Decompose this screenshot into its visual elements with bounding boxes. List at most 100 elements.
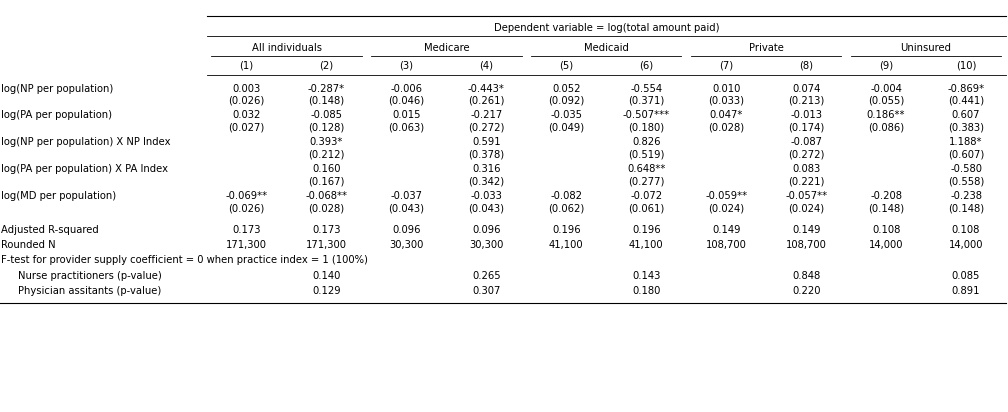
Text: 0.196: 0.196 — [632, 225, 660, 235]
Text: (0.213): (0.213) — [788, 96, 825, 106]
Text: -0.208: -0.208 — [870, 191, 902, 201]
Text: (0.043): (0.043) — [469, 203, 504, 213]
Text: 0.085: 0.085 — [952, 271, 980, 281]
Text: -0.082: -0.082 — [550, 191, 583, 201]
Text: -0.087: -0.087 — [790, 137, 823, 147]
Text: (10): (10) — [956, 61, 976, 71]
Text: Dependent variable = log(total amount paid): Dependent variable = log(total amount pa… — [494, 23, 719, 33]
Text: 0.129: 0.129 — [312, 286, 341, 296]
Text: 0.108: 0.108 — [952, 225, 980, 235]
Text: (0.086): (0.086) — [868, 123, 904, 133]
Text: log(MD per population): log(MD per population) — [1, 191, 116, 201]
Text: 14,000: 14,000 — [869, 240, 903, 250]
Text: (0.212): (0.212) — [308, 150, 345, 159]
Text: -0.580: -0.580 — [950, 164, 982, 174]
Text: (0.342): (0.342) — [469, 176, 504, 186]
Text: -0.033: -0.033 — [471, 191, 502, 201]
Text: (0.043): (0.043) — [388, 203, 424, 213]
Text: 0.591: 0.591 — [472, 137, 501, 147]
Text: 0.096: 0.096 — [392, 225, 420, 235]
Text: Private: Private — [749, 43, 783, 53]
Text: 0.010: 0.010 — [712, 84, 741, 94]
Text: 0.047*: 0.047* — [710, 110, 743, 120]
Text: 30,300: 30,300 — [389, 240, 423, 250]
Text: (0.607): (0.607) — [948, 150, 984, 159]
Text: (2): (2) — [320, 61, 334, 71]
Text: 14,000: 14,000 — [949, 240, 983, 250]
Text: -0.035: -0.035 — [550, 110, 583, 120]
Text: -0.443*: -0.443* — [468, 84, 505, 94]
Text: -0.085: -0.085 — [310, 110, 343, 120]
Text: 0.032: 0.032 — [233, 110, 261, 120]
Text: 0.149: 0.149 — [792, 225, 821, 235]
Text: (0.148): (0.148) — [868, 203, 904, 213]
Text: (0.028): (0.028) — [709, 123, 744, 133]
Text: log(NP per population): log(NP per population) — [1, 84, 113, 94]
Text: -0.013: -0.013 — [790, 110, 823, 120]
Text: (0.033): (0.033) — [709, 96, 744, 106]
Text: 1.188*: 1.188* — [950, 137, 983, 147]
Text: (0.174): (0.174) — [788, 123, 825, 133]
Text: 0.891: 0.891 — [952, 286, 980, 296]
Text: 0.173: 0.173 — [312, 225, 341, 235]
Text: (0.272): (0.272) — [788, 150, 825, 159]
Text: 0.826: 0.826 — [632, 137, 660, 147]
Text: 0.180: 0.180 — [632, 286, 660, 296]
Text: -0.059**: -0.059** — [706, 191, 747, 201]
Text: -0.072: -0.072 — [630, 191, 662, 201]
Text: 0.143: 0.143 — [632, 271, 660, 281]
Text: 0.015: 0.015 — [392, 110, 420, 120]
Text: 108,700: 108,700 — [785, 240, 827, 250]
Text: 0.196: 0.196 — [552, 225, 581, 235]
Text: -0.006: -0.006 — [390, 84, 422, 94]
Text: (0.180): (0.180) — [628, 123, 664, 133]
Text: (0.277): (0.277) — [628, 176, 664, 186]
Text: 0.160: 0.160 — [312, 164, 341, 174]
Text: (0.026): (0.026) — [229, 203, 265, 213]
Text: log(PA per population) X PA Index: log(PA per population) X PA Index — [1, 164, 168, 174]
Text: 0.052: 0.052 — [552, 84, 581, 94]
Text: (0.061): (0.061) — [628, 203, 664, 213]
Text: -0.507***: -0.507*** — [623, 110, 670, 120]
Text: (5): (5) — [559, 61, 574, 71]
Text: (0.028): (0.028) — [308, 203, 345, 213]
Text: -0.238: -0.238 — [950, 191, 982, 201]
Text: -0.217: -0.217 — [471, 110, 503, 120]
Text: -0.287*: -0.287* — [308, 84, 345, 94]
Text: (0.519): (0.519) — [628, 150, 664, 159]
Text: (0.371): (0.371) — [628, 96, 664, 106]
Text: (1): (1) — [240, 61, 254, 71]
Text: -0.057**: -0.057** — [785, 191, 828, 201]
Text: 0.316: 0.316 — [472, 164, 501, 174]
Text: -0.004: -0.004 — [870, 84, 902, 94]
Text: 0.149: 0.149 — [712, 225, 741, 235]
Text: 0.307: 0.307 — [472, 286, 501, 296]
Text: (0.027): (0.027) — [229, 123, 265, 133]
Text: (0.046): (0.046) — [388, 96, 424, 106]
Text: -0.554: -0.554 — [630, 84, 662, 94]
Text: F-test for provider supply coefficient = 0 when practice index = 1 (100%): F-test for provider supply coefficient =… — [1, 255, 368, 265]
Text: 0.186**: 0.186** — [867, 110, 905, 120]
Text: 0.607: 0.607 — [952, 110, 980, 120]
Text: Rounded N: Rounded N — [1, 240, 55, 250]
Text: (0.221): (0.221) — [788, 176, 825, 186]
Text: 41,100: 41,100 — [549, 240, 584, 250]
Text: (0.272): (0.272) — [469, 123, 505, 133]
Text: (0.383): (0.383) — [948, 123, 984, 133]
Text: (0.261): (0.261) — [469, 96, 505, 106]
Text: 0.074: 0.074 — [792, 84, 821, 94]
Text: (0.148): (0.148) — [948, 203, 984, 213]
Text: (0.441): (0.441) — [948, 96, 984, 106]
Text: log(NP per population) X NP Index: log(NP per population) X NP Index — [1, 137, 170, 147]
Text: (0.063): (0.063) — [388, 123, 424, 133]
Text: 30,300: 30,300 — [469, 240, 504, 250]
Text: 0.108: 0.108 — [872, 225, 900, 235]
Text: (0.055): (0.055) — [868, 96, 904, 106]
Text: 0.096: 0.096 — [472, 225, 501, 235]
Text: 0.140: 0.140 — [312, 271, 341, 281]
Text: 0.003: 0.003 — [233, 84, 261, 94]
Text: -0.069**: -0.069** — [226, 191, 268, 201]
Text: -0.869*: -0.869* — [948, 84, 985, 94]
Text: 0.648**: 0.648** — [627, 164, 665, 174]
Text: Nurse practitioners (p-value): Nurse practitioners (p-value) — [18, 271, 162, 281]
